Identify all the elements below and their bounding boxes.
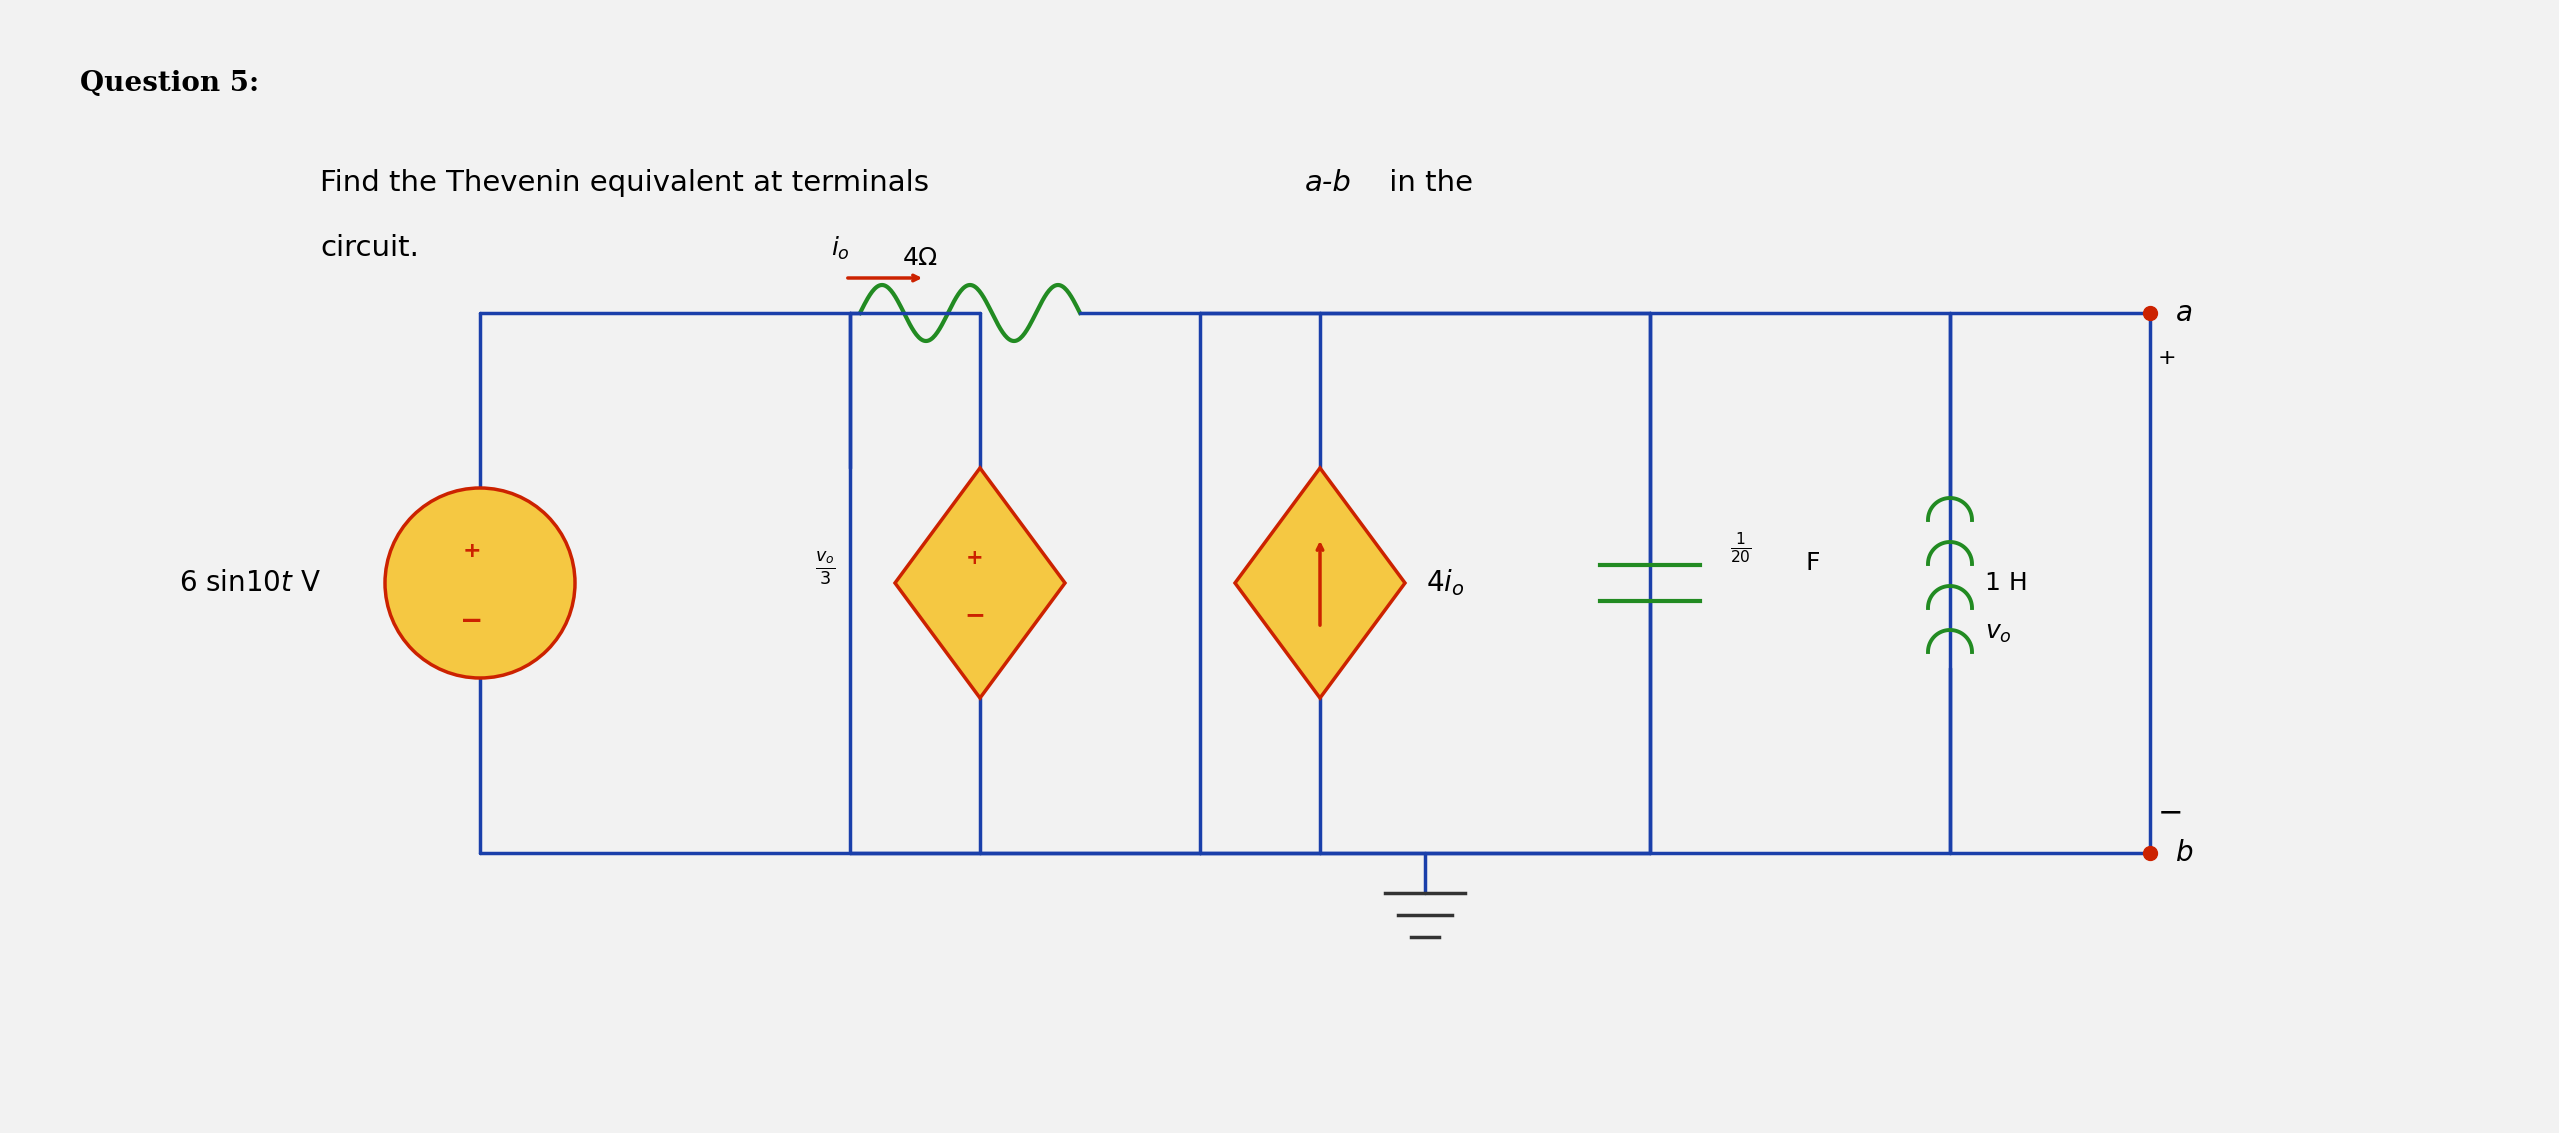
- Text: F: F: [1804, 551, 1819, 576]
- Text: in the: in the: [1379, 169, 1474, 197]
- Text: $\frac{1}{20}$: $\frac{1}{20}$: [1730, 530, 1753, 565]
- Text: 4$i_o$: 4$i_o$: [1425, 568, 1464, 598]
- Text: $i_o$: $i_o$: [832, 235, 850, 262]
- Text: 6 sin10$t$ V: 6 sin10$t$ V: [179, 569, 320, 597]
- Text: −: −: [2157, 799, 2183, 827]
- Text: +: +: [463, 540, 481, 561]
- Text: +: +: [2157, 348, 2178, 368]
- Text: circuit.: circuit.: [320, 235, 420, 262]
- Text: Find the Thevenin equivalent at terminals: Find the Thevenin equivalent at terminal…: [320, 169, 939, 197]
- Text: a-b: a-b: [1305, 169, 1351, 197]
- Text: +: +: [967, 548, 983, 568]
- Text: Question 5:: Question 5:: [79, 69, 258, 96]
- Text: −: −: [965, 603, 985, 627]
- Text: −: −: [461, 607, 484, 634]
- Text: 1 H: 1 H: [1986, 571, 2027, 595]
- Text: $b$: $b$: [2175, 840, 2193, 867]
- Polygon shape: [1236, 468, 1405, 698]
- Text: $v_o$: $v_o$: [1986, 621, 2011, 645]
- Text: $\frac{v_o}{3}$: $\frac{v_o}{3}$: [814, 550, 834, 587]
- Circle shape: [384, 488, 576, 678]
- Text: $a$: $a$: [2175, 299, 2193, 327]
- Text: 4$\Omega$: 4$\Omega$: [901, 246, 939, 270]
- Polygon shape: [896, 468, 1065, 698]
